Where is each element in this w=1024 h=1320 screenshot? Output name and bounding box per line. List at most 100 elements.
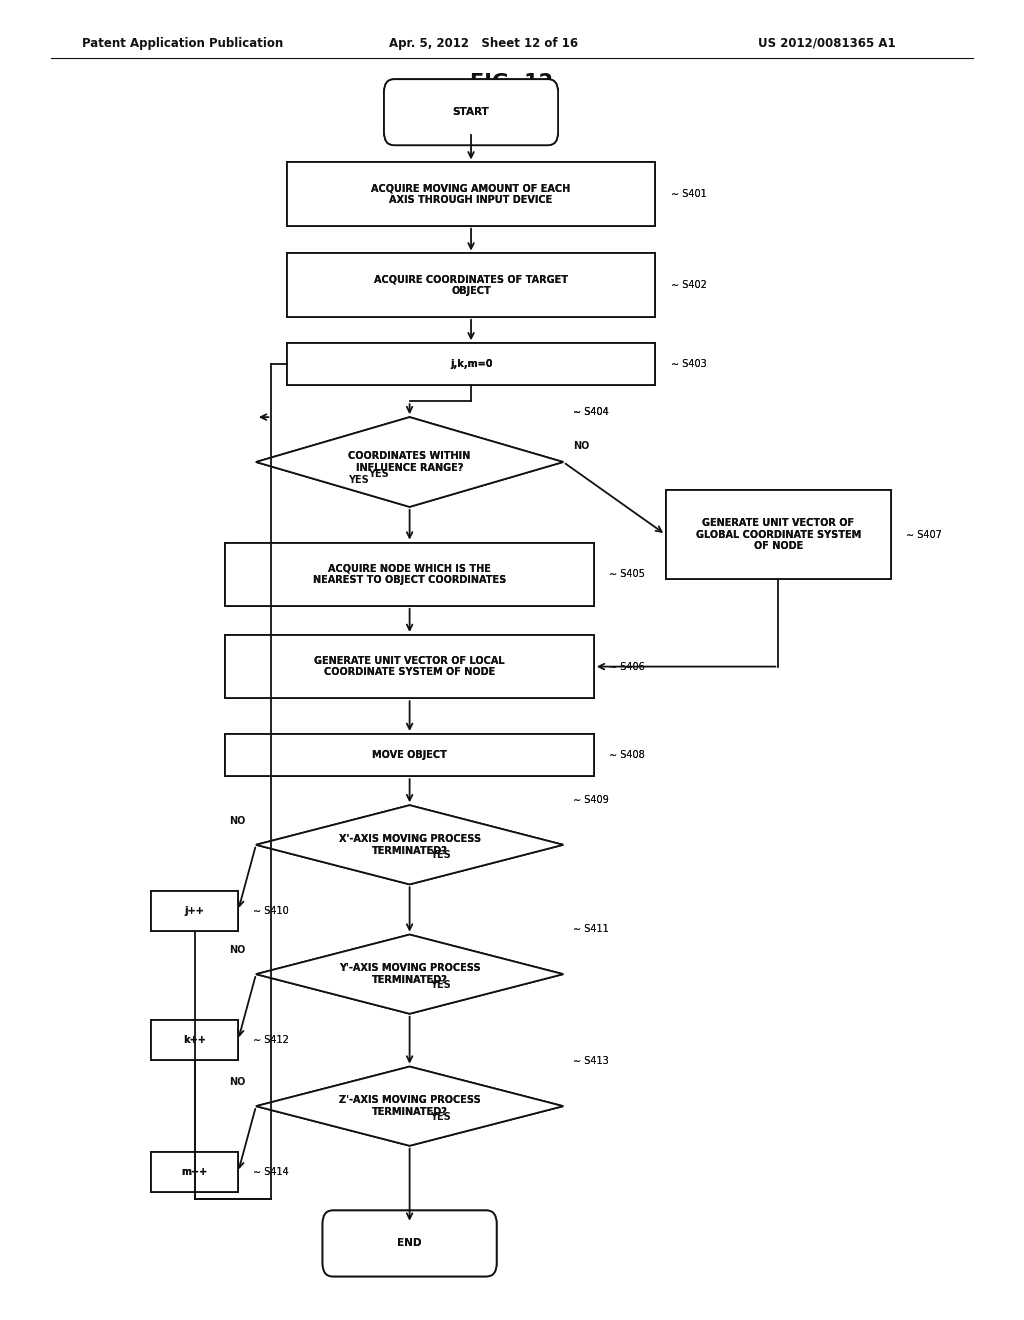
Text: j,k,m=0: j,k,m=0: [450, 359, 493, 370]
Bar: [666, 490, 891, 579]
Text: START: START: [453, 107, 489, 117]
Bar: [152, 1152, 238, 1192]
Bar: [287, 253, 655, 317]
Text: m++: m++: [181, 1167, 208, 1177]
Text: COORDINATES WITHIN
INFLUENCE RANGE?: COORDINATES WITHIN INFLUENCE RANGE?: [348, 451, 471, 473]
Text: US 2012/0081365 A1: US 2012/0081365 A1: [758, 37, 895, 50]
Text: Z'-AXIS MOVING PROCESS
TERMINATED?: Z'-AXIS MOVING PROCESS TERMINATED?: [339, 1096, 480, 1117]
Text: ∼ S411: ∼ S411: [573, 924, 609, 935]
Polygon shape: [256, 805, 563, 884]
Text: ∼ S401: ∼ S401: [671, 189, 707, 199]
Text: ∼ S405: ∼ S405: [609, 569, 645, 579]
Bar: [287, 162, 655, 226]
FancyBboxPatch shape: [323, 1210, 497, 1276]
Bar: [666, 490, 891, 579]
Text: ∼ S414: ∼ S414: [254, 1167, 289, 1177]
Polygon shape: [256, 805, 563, 884]
Bar: [152, 891, 238, 931]
Text: ∼ S403: ∼ S403: [671, 359, 707, 370]
Text: GENERATE UNIT VECTOR OF
GLOBAL COORDINATE SYSTEM
OF NODE: GENERATE UNIT VECTOR OF GLOBAL COORDINAT…: [695, 517, 861, 552]
Text: Y'-AXIS MOVING PROCESS
TERMINATED?: Y'-AXIS MOVING PROCESS TERMINATED?: [339, 964, 480, 985]
Text: YES: YES: [348, 475, 369, 486]
Text: ∼ S413: ∼ S413: [573, 1056, 609, 1067]
Text: Patent Application Publication: Patent Application Publication: [82, 37, 284, 50]
Text: ∼ S409: ∼ S409: [573, 795, 609, 805]
Text: X'-AXIS MOVING PROCESS
TERMINATED?: X'-AXIS MOVING PROCESS TERMINATED?: [339, 834, 480, 855]
Text: YES: YES: [430, 979, 451, 990]
Text: COORDINATES WITHIN
INFLUENCE RANGE?: COORDINATES WITHIN INFLUENCE RANGE?: [348, 451, 471, 473]
Text: ∼ S412: ∼ S412: [254, 1035, 290, 1045]
Text: START: START: [453, 107, 489, 117]
Text: ACQUIRE NODE WHICH IS THE
NEAREST TO OBJECT COORDINATES: ACQUIRE NODE WHICH IS THE NEAREST TO OBJ…: [313, 564, 506, 585]
Polygon shape: [256, 417, 563, 507]
Bar: [287, 343, 655, 385]
Text: ∼ S413: ∼ S413: [573, 1056, 609, 1067]
Text: ∼ S404: ∼ S404: [573, 407, 609, 417]
Text: END: END: [397, 1238, 422, 1249]
Text: YES: YES: [430, 850, 451, 861]
Text: NO: NO: [229, 945, 246, 956]
Bar: [152, 1152, 238, 1192]
Text: j,k,m=0: j,k,m=0: [450, 359, 493, 370]
Text: MOVE OBJECT: MOVE OBJECT: [372, 750, 447, 760]
Polygon shape: [256, 935, 563, 1014]
Text: FIG. 12: FIG. 12: [470, 73, 554, 92]
Text: k++: k++: [183, 1035, 206, 1045]
Bar: [225, 635, 594, 698]
Text: ACQUIRE MOVING AMOUNT OF EACH
AXIS THROUGH INPUT DEVICE: ACQUIRE MOVING AMOUNT OF EACH AXIS THROU…: [372, 183, 570, 205]
Text: Apr. 5, 2012   Sheet 12 of 16: Apr. 5, 2012 Sheet 12 of 16: [389, 37, 579, 50]
Text: j++: j++: [184, 906, 205, 916]
Bar: [287, 162, 655, 226]
Text: m++: m++: [181, 1167, 208, 1177]
Bar: [152, 891, 238, 931]
Bar: [225, 543, 594, 606]
Text: ∼ S411: ∼ S411: [573, 924, 609, 935]
Text: YES: YES: [430, 1111, 451, 1122]
Bar: [225, 734, 594, 776]
Text: ∼ S402: ∼ S402: [671, 280, 707, 290]
Text: k++: k++: [183, 1035, 206, 1045]
Text: ∼ S404: ∼ S404: [573, 407, 609, 417]
Bar: [152, 1020, 238, 1060]
Text: END: END: [397, 1238, 422, 1249]
Bar: [287, 343, 655, 385]
Text: NO: NO: [229, 816, 246, 826]
Text: NO: NO: [573, 441, 590, 451]
FancyBboxPatch shape: [384, 79, 558, 145]
Text: ∼ S407: ∼ S407: [906, 529, 942, 540]
Text: NO: NO: [229, 1077, 246, 1088]
Text: ∼ S408: ∼ S408: [609, 750, 645, 760]
FancyBboxPatch shape: [323, 1210, 497, 1276]
Bar: [287, 253, 655, 317]
Text: ∼ S407: ∼ S407: [906, 529, 942, 540]
Text: MOVE OBJECT: MOVE OBJECT: [372, 750, 447, 760]
Text: ∼ S406: ∼ S406: [609, 661, 645, 672]
Text: Z'-AXIS MOVING PROCESS
TERMINATED?: Z'-AXIS MOVING PROCESS TERMINATED?: [339, 1096, 480, 1117]
Text: ∼ S414: ∼ S414: [254, 1167, 289, 1177]
Text: YES: YES: [369, 469, 389, 479]
Polygon shape: [256, 1067, 563, 1146]
Text: GENERATE UNIT VECTOR OF
GLOBAL COORDINATE SYSTEM
OF NODE: GENERATE UNIT VECTOR OF GLOBAL COORDINAT…: [695, 517, 861, 552]
Text: ∼ S410: ∼ S410: [254, 906, 289, 916]
Text: ACQUIRE NODE WHICH IS THE
NEAREST TO OBJECT COORDINATES: ACQUIRE NODE WHICH IS THE NEAREST TO OBJ…: [313, 564, 506, 585]
Text: GENERATE UNIT VECTOR OF LOCAL
COORDINATE SYSTEM OF NODE: GENERATE UNIT VECTOR OF LOCAL COORDINATE…: [314, 656, 505, 677]
Text: ∼ S401: ∼ S401: [671, 189, 707, 199]
Text: X'-AXIS MOVING PROCESS
TERMINATED?: X'-AXIS MOVING PROCESS TERMINATED?: [339, 834, 480, 855]
Text: ∼ S402: ∼ S402: [671, 280, 707, 290]
Text: ∼ S406: ∼ S406: [609, 661, 645, 672]
Text: ACQUIRE MOVING AMOUNT OF EACH
AXIS THROUGH INPUT DEVICE: ACQUIRE MOVING AMOUNT OF EACH AXIS THROU…: [372, 183, 570, 205]
Polygon shape: [256, 935, 563, 1014]
Bar: [225, 543, 594, 606]
FancyBboxPatch shape: [384, 79, 558, 145]
Text: ∼ S410: ∼ S410: [254, 906, 289, 916]
Text: j++: j++: [184, 906, 205, 916]
Bar: [152, 1020, 238, 1060]
Polygon shape: [256, 417, 563, 507]
Text: ∼ S408: ∼ S408: [609, 750, 645, 760]
Text: ∼ S405: ∼ S405: [609, 569, 645, 579]
Text: ACQUIRE COORDINATES OF TARGET
OBJECT: ACQUIRE COORDINATES OF TARGET OBJECT: [374, 275, 568, 296]
Bar: [225, 734, 594, 776]
Text: ∼ S404: ∼ S404: [573, 407, 609, 417]
Polygon shape: [256, 1067, 563, 1146]
Text: ACQUIRE COORDINATES OF TARGET
OBJECT: ACQUIRE COORDINATES OF TARGET OBJECT: [374, 275, 568, 296]
